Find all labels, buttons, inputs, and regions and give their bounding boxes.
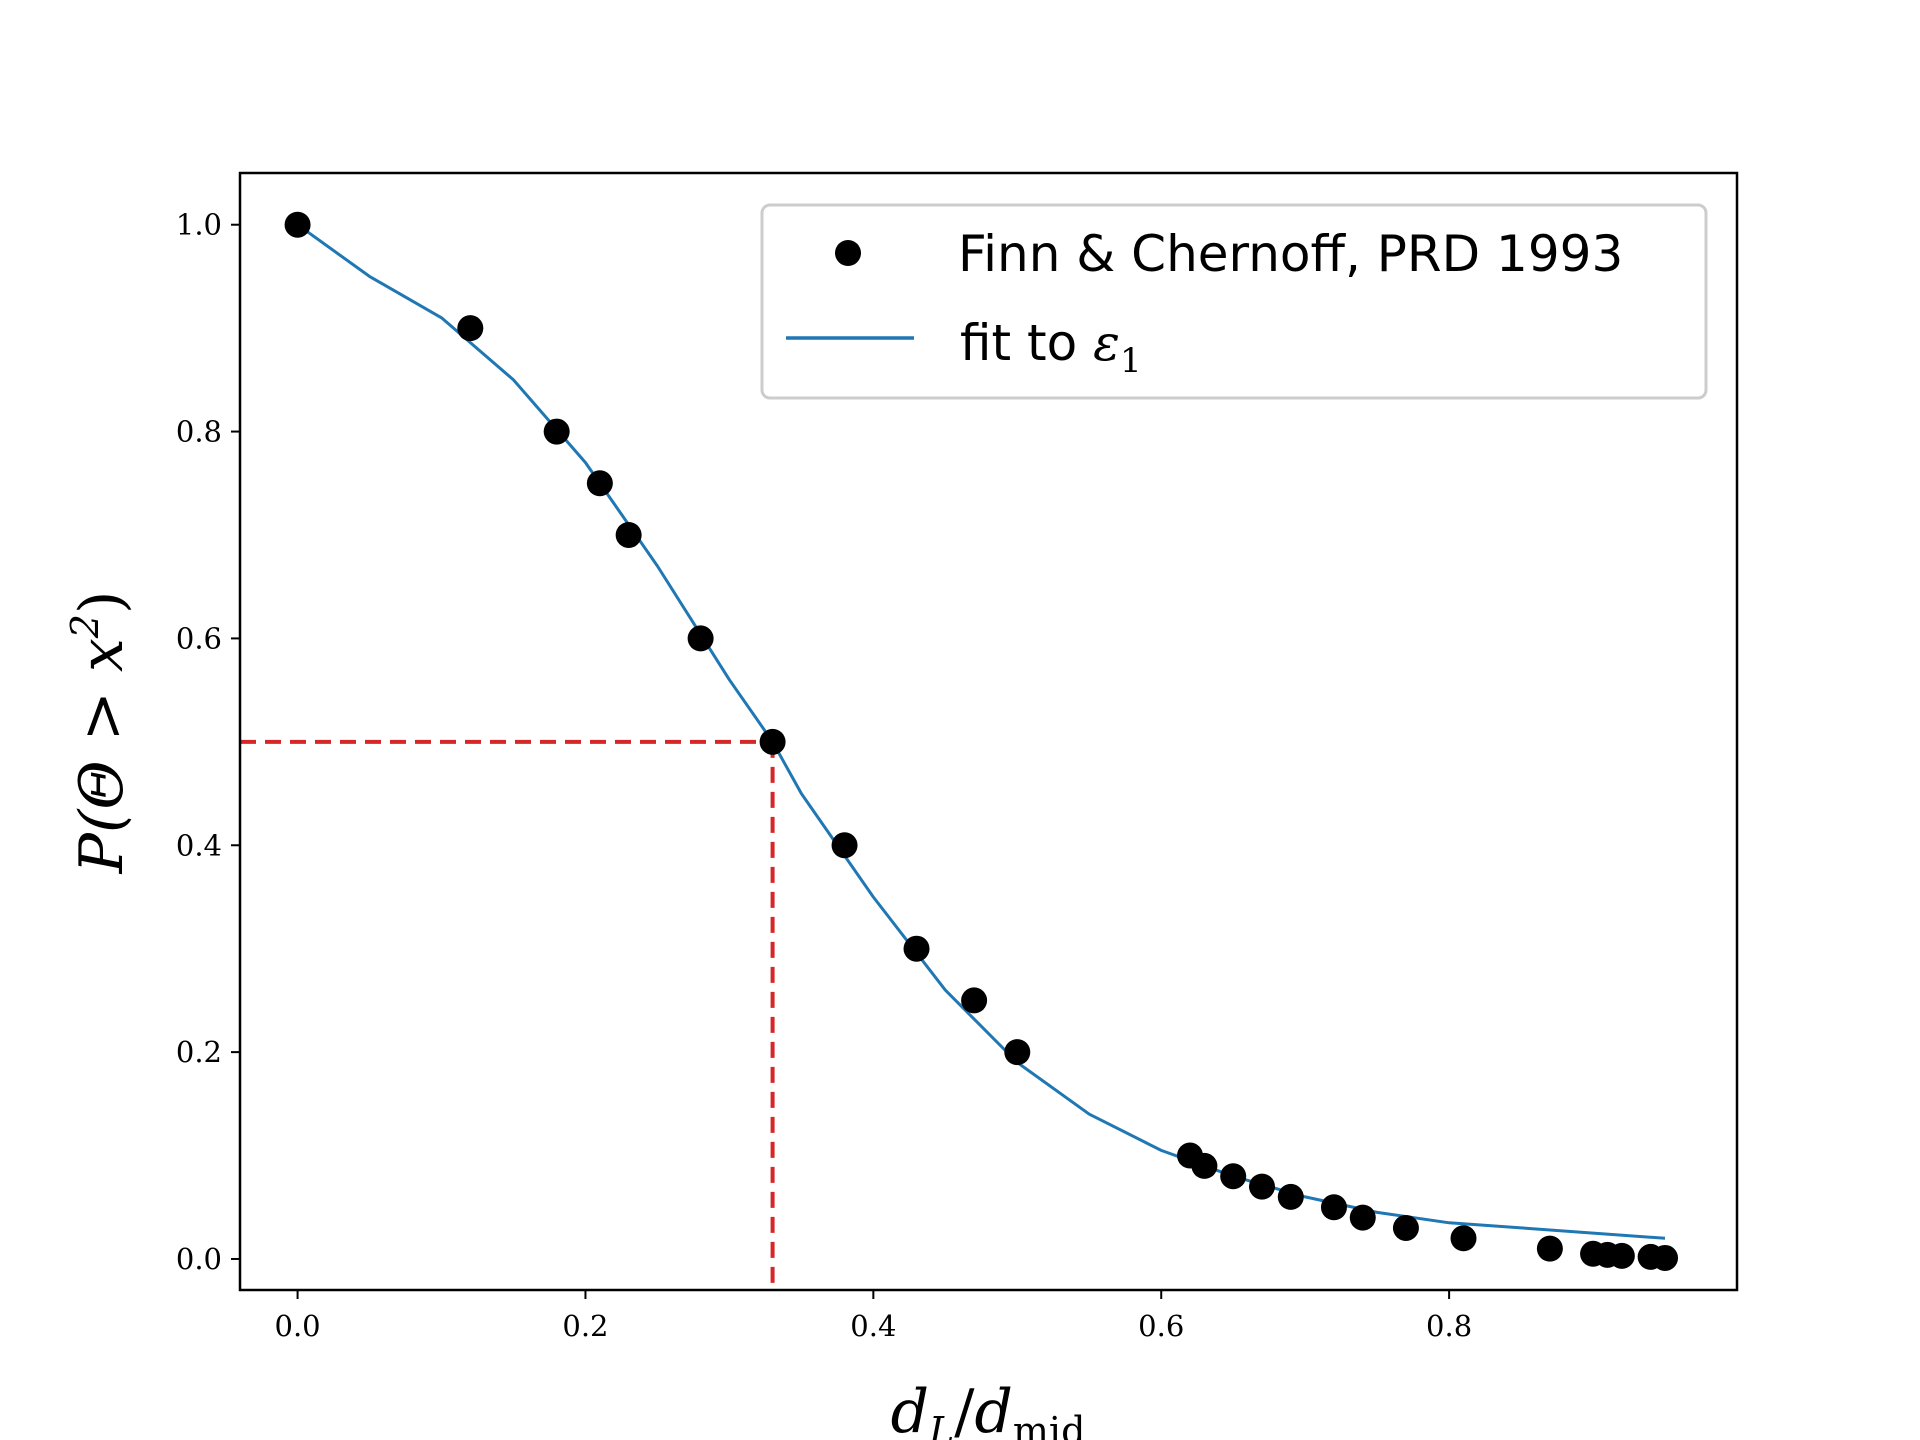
axes-frame bbox=[238, 171, 1739, 1292]
data-point bbox=[1392, 1214, 1419, 1241]
plot-area bbox=[240, 211, 1679, 1290]
fit-line bbox=[296, 223, 1666, 1240]
legend: Finn & Chernoff, PRD 1993 fit to ε1 bbox=[760, 203, 1708, 400]
y-tick-label: 0.4 bbox=[176, 828, 222, 862]
axis-ticks: 0.0 0.2 0.4 0.6 0.8 0.0 0.2 0.4 0.6 0.8 1.0 bbox=[176, 208, 1472, 1343]
data-point bbox=[759, 728, 786, 755]
y-axis-label-close: ) bbox=[67, 591, 137, 614]
data-point bbox=[1536, 1235, 1563, 1262]
y-tick-label: 0.8 bbox=[176, 415, 222, 449]
legend-label-fit-text: fit to bbox=[960, 314, 1093, 372]
data-point bbox=[961, 987, 988, 1014]
data-point bbox=[1191, 1152, 1218, 1179]
y-tick-label: 1.0 bbox=[176, 208, 222, 242]
x-tick-label: 0.0 bbox=[275, 1309, 321, 1343]
data-point bbox=[1320, 1194, 1347, 1221]
data-point bbox=[1450, 1225, 1477, 1252]
data-point bbox=[1608, 1242, 1635, 1269]
data-point bbox=[903, 935, 930, 962]
y-tick-label: 0.0 bbox=[176, 1242, 222, 1276]
data-point bbox=[1277, 1183, 1304, 1210]
x-axis-label-sub-mid: mid bbox=[1013, 1409, 1086, 1440]
data-point bbox=[1248, 1173, 1275, 1200]
data-point bbox=[284, 211, 311, 238]
y-axis-label: P(Θ > x2) bbox=[63, 591, 137, 875]
y-tick-label: 0.6 bbox=[176, 621, 222, 655]
legend-label-finn-chernoff: Finn & Chernoff, PRD 1993 bbox=[958, 225, 1623, 283]
x-tick-label: 0.2 bbox=[562, 1309, 608, 1343]
legend-label-fit-subscript: 1 bbox=[1120, 341, 1142, 381]
data-point bbox=[543, 418, 570, 445]
legend-label-fit: fit to ε1 bbox=[960, 314, 1142, 381]
x-axis-label-d2: d bbox=[974, 1377, 1012, 1440]
x-tick-label: 0.8 bbox=[1426, 1309, 1472, 1343]
legend-label-fit-symbol: ε bbox=[1093, 314, 1120, 372]
x-axis-label-d: d bbox=[891, 1377, 929, 1440]
x-axis-label-sub-l: L bbox=[928, 1409, 954, 1440]
data-point bbox=[1349, 1204, 1376, 1231]
legend-box bbox=[760, 203, 1708, 400]
y-axis-label-sup: 2 bbox=[63, 614, 107, 639]
data-point bbox=[1652, 1244, 1679, 1271]
data-point bbox=[1004, 1039, 1031, 1066]
data-point bbox=[1220, 1163, 1247, 1190]
legend-marker-finn-chernoff bbox=[835, 240, 861, 266]
data-point bbox=[615, 521, 642, 548]
y-tick-label: 0.2 bbox=[176, 1035, 222, 1069]
data-point bbox=[831, 832, 858, 859]
x-axis-label-slash: / bbox=[954, 1377, 975, 1440]
data-point bbox=[586, 470, 613, 497]
x-tick-label: 0.4 bbox=[850, 1309, 896, 1343]
data-point bbox=[457, 315, 484, 342]
x-tick-label: 0.6 bbox=[1138, 1309, 1184, 1343]
x-axis-label: dL/dmid bbox=[891, 1377, 1086, 1440]
y-axis-label-text: P(Θ > x bbox=[67, 638, 137, 874]
data-point bbox=[687, 625, 714, 652]
